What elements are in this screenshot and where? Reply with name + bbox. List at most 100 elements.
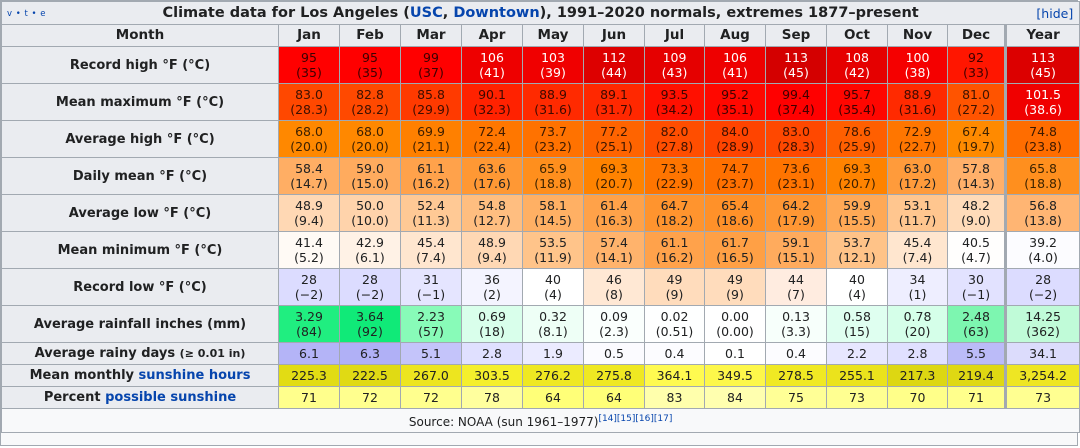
- month-cell: 69.3 (20.7): [583, 157, 645, 195]
- cell-value-metric: (10.0): [351, 213, 389, 228]
- cell-value-metric: (28.3): [777, 139, 815, 154]
- cell-value: 5.1: [421, 346, 441, 361]
- month-header-feb: Feb: [339, 24, 401, 47]
- month-cell: 71: [278, 386, 340, 409]
- cell-value: 34: [909, 272, 926, 287]
- month-cell: 65.4 (18.6): [704, 194, 766, 232]
- downtown-link[interactable]: Downtown: [453, 4, 540, 21]
- cell-value-metric: (20.7): [838, 176, 876, 191]
- cell-value: 84.0: [721, 124, 749, 139]
- cell-value-metric: (11.7): [898, 213, 937, 228]
- cell-value: 81.0: [962, 87, 990, 102]
- month-cell: 63.6 (17.6): [461, 157, 523, 195]
- month-cell: 6.3: [339, 342, 401, 365]
- month-cell: 0.69 (18): [461, 305, 523, 343]
- month-cell: 0.13 (3.3): [765, 305, 827, 343]
- cell-value-metric: (22.4): [473, 139, 511, 154]
- cell-value-metric: (57): [418, 324, 444, 339]
- vte-links[interactable]: v • t • e: [7, 9, 46, 19]
- month-cell: 2.8: [887, 342, 948, 365]
- cell-value: 53.1: [903, 198, 932, 213]
- cell-value-metric: (27.2): [957, 102, 995, 117]
- cell-value-metric: (18.8): [1024, 176, 1062, 191]
- month-cell: 45.4 (7.4): [887, 231, 948, 269]
- month-cell: 364.1: [644, 364, 705, 387]
- month-cell: 0.5: [583, 342, 645, 365]
- cell-value-metric: (28.3): [290, 102, 328, 117]
- cell-value: 69.3: [600, 161, 628, 176]
- cell-value: 303.5: [474, 368, 510, 383]
- cell-value-metric: (84): [296, 324, 322, 339]
- cell-value: 61.1: [660, 235, 689, 250]
- usc-link[interactable]: USC: [409, 4, 443, 21]
- cell-value: 70: [909, 390, 926, 405]
- month-cell: 64: [522, 386, 584, 409]
- month-cell: 57.4 (14.1): [583, 231, 645, 269]
- cell-value-metric: (8.1): [538, 324, 568, 339]
- reference-links[interactable]: [14][15][16][17]: [598, 413, 673, 424]
- cell-value-metric: (33): [963, 65, 989, 80]
- row-label: Average rainy days (≥ 0.01 in): [1, 342, 279, 365]
- month-header-mar: Mar: [400, 24, 462, 47]
- month-cell: 225.3: [278, 364, 340, 387]
- month-header-row: Month Jan Feb Mar Apr May Jun Jul Aug Sep Oct Nov D…: [1, 24, 1080, 47]
- cell-value: 58.4: [295, 161, 323, 176]
- month-cell: 83.0 (28.3): [765, 120, 827, 158]
- cell-value-metric: (18.2): [655, 213, 694, 228]
- hide-toggle[interactable]: [hide]: [1036, 6, 1074, 21]
- cell-value: 28: [301, 272, 317, 287]
- month-cell: 2.23 (57): [400, 305, 462, 343]
- cell-value: 42.9: [356, 235, 384, 250]
- year-cell: 28 (−2): [1003, 268, 1080, 306]
- month-cell: 58.1 (14.5): [522, 194, 584, 232]
- table-body: Record high °F (°C) 95 (35) 95 (35) 99 (37) 106…: [1, 46, 1080, 409]
- month-header-jul: Jul: [644, 24, 705, 47]
- row-label-link[interactable]: possible sunshine: [105, 390, 237, 405]
- cell-value: 276.2: [535, 368, 571, 383]
- cell-value-metric: (2): [483, 287, 501, 302]
- cell-value: 112: [602, 50, 626, 65]
- month-cell: 46 (8): [583, 268, 645, 306]
- cell-value: 74.7: [721, 161, 749, 176]
- year-cell: 113 (45): [1003, 46, 1080, 84]
- month-cell: 84: [704, 386, 766, 409]
- cell-value: 45.4: [417, 235, 445, 250]
- month-cell: 3.64 (92): [339, 305, 401, 343]
- cell-value: 50.0: [356, 198, 384, 213]
- cell-value-metric: (23.7): [716, 176, 754, 191]
- cell-value-metric: (−2): [294, 287, 324, 302]
- cell-value: 95: [301, 50, 317, 65]
- month-cell: 59.9 (15.5): [826, 194, 888, 232]
- cell-value-metric: (31.6): [898, 102, 937, 117]
- cell-value: 68.0: [356, 124, 384, 139]
- cell-value: 0.4: [664, 346, 685, 361]
- row-label: Mean monthly sunshine hours: [1, 364, 279, 387]
- cell-value: 0.32: [539, 309, 567, 324]
- month-cell: 255.1: [826, 364, 888, 387]
- month-cell: 106 (41): [704, 46, 766, 84]
- cell-value-metric: (12.1): [838, 250, 876, 265]
- month-cell: 68.0 (20.0): [339, 120, 401, 158]
- table-title: Climate data for Los Angeles (USC, Downt…: [162, 4, 919, 21]
- month-cell: 48.9 (9.4): [278, 194, 340, 232]
- month-cell: 83: [644, 386, 705, 409]
- month-cell: 44 (7): [765, 268, 827, 306]
- month-cell: 219.4: [947, 364, 1006, 387]
- cell-value-metric: (14.1): [595, 250, 633, 265]
- row-label: Percent possible sunshine: [1, 386, 279, 409]
- row-label-link[interactable]: sunshine hours: [138, 368, 251, 383]
- month-cell: 0.00 (0.00): [704, 305, 766, 343]
- month-cell: 222.5: [339, 364, 401, 387]
- row-label: Average low °F (°C): [1, 194, 279, 232]
- month-cell: 61.7 (16.5): [704, 231, 766, 269]
- cell-value: 63.0: [903, 161, 932, 176]
- cell-value: 95.2: [721, 87, 749, 102]
- cell-value: 72: [423, 390, 439, 405]
- cell-value-metric: (8): [605, 287, 623, 302]
- cell-value-metric: (3.3): [781, 324, 811, 339]
- cell-value-metric: (43): [661, 65, 688, 80]
- month-cell: 64.7 (18.2): [644, 194, 705, 232]
- cell-value-metric: (9.0): [961, 213, 991, 228]
- month-header-apr: Apr: [461, 24, 523, 47]
- month-cell: 78.6 (25.9): [826, 120, 888, 158]
